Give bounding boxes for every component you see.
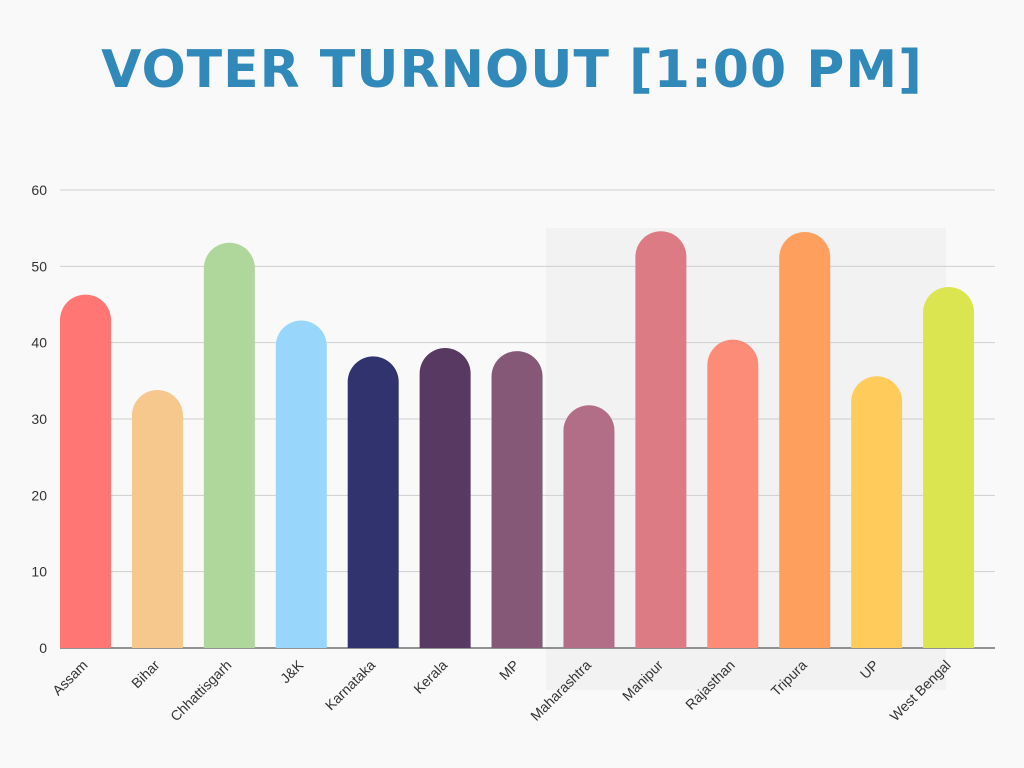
x-tick-label: Chhattisgarh (167, 657, 234, 724)
bar (635, 231, 687, 648)
bar (347, 356, 399, 648)
bar (923, 286, 975, 648)
bar (563, 405, 615, 648)
bar (779, 231, 831, 649)
y-tick-label: 20 (31, 487, 47, 503)
bar (707, 339, 759, 648)
x-tick-label: Assam (49, 657, 91, 699)
bar (275, 320, 327, 648)
y-tick-label: 50 (31, 258, 47, 274)
y-axis-ticks: 0 10 20 30 40 50 60 (31, 182, 47, 656)
bar (131, 389, 183, 648)
chart-title: VOTER TURNOUT [1:00 PM] (101, 40, 923, 100)
bar (491, 351, 543, 648)
x-tick-label: J&K (277, 656, 307, 686)
bar (851, 376, 903, 648)
x-tick-label: MP (496, 657, 522, 683)
y-tick-label: 10 (31, 564, 47, 580)
y-tick-label: 60 (31, 182, 47, 198)
y-tick-label: 40 (31, 335, 47, 351)
y-tick-label: 30 (31, 411, 47, 427)
y-tick-label: 0 (39, 640, 47, 656)
bar (419, 348, 471, 648)
bar (60, 294, 111, 648)
bar (203, 242, 255, 649)
x-tick-label: Karnataka (322, 657, 379, 714)
x-tick-label: Kerala (410, 657, 450, 697)
x-tick-label: Bihar (128, 657, 163, 692)
bars (60, 231, 975, 649)
